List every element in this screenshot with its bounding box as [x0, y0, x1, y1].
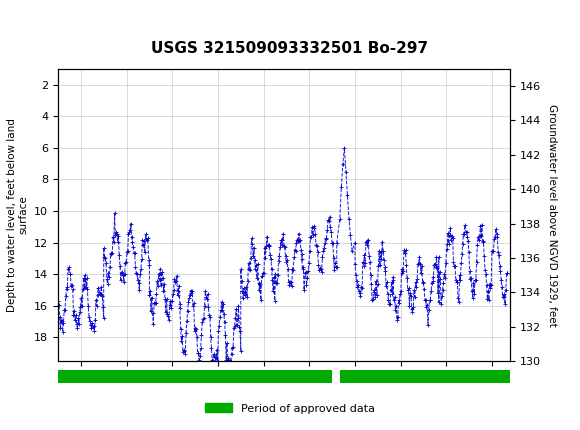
- Text: USGS 321509093332501 Bo-297: USGS 321509093332501 Bo-297: [151, 41, 429, 56]
- Text: ⊠ USGS: ⊠ USGS: [6, 17, 71, 35]
- Y-axis label: Depth to water level, feet below land
surface: Depth to water level, feet below land su…: [7, 118, 28, 312]
- Y-axis label: Groundwater level above NGVD 1929, feet: Groundwater level above NGVD 1929, feet: [547, 104, 557, 326]
- Bar: [58, 370, 332, 383]
- Legend: Period of approved data: Period of approved data: [200, 399, 380, 418]
- Bar: [340, 370, 510, 383]
